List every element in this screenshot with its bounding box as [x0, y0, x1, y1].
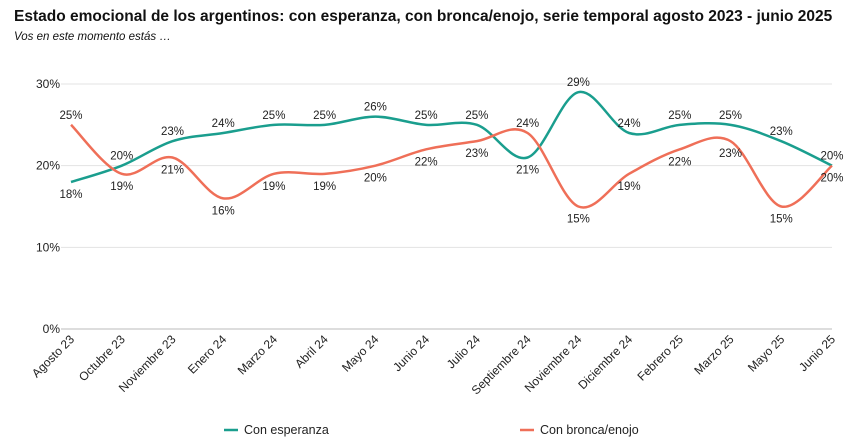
data-label: 19%: [262, 181, 285, 193]
x-tick-label: Julio 24: [444, 332, 483, 371]
x-tick-label: Octubre 23: [76, 332, 128, 384]
x-tick-label: Marzo 24: [235, 332, 281, 378]
y-tick-label: 10%: [36, 240, 60, 254]
data-label: 23%: [465, 148, 488, 160]
data-label: 20%: [364, 173, 387, 185]
y-tick-label: 0%: [43, 322, 61, 336]
x-tick-label: Mayo 24: [339, 332, 382, 375]
data-label: 21%: [161, 165, 184, 177]
y-tick-label: 30%: [36, 77, 60, 91]
y-tick-label: 20%: [36, 159, 60, 173]
data-label: 25%: [719, 110, 742, 122]
x-tick-label: Agosto 23: [29, 332, 77, 380]
data-label: 15%: [567, 214, 590, 226]
data-label: 22%: [415, 156, 438, 168]
x-tick-label: Marzo 25: [691, 332, 737, 378]
data-label: 19%: [313, 181, 336, 193]
series-line-0: [70, 90, 833, 184]
data-label: 19%: [110, 181, 133, 193]
data-label: 15%: [770, 214, 793, 226]
chart-title: Estado emocional de los argentinos: con …: [14, 8, 833, 25]
legend-label: Con bronca/enojo: [540, 423, 639, 437]
data-label: 25%: [465, 110, 488, 122]
data-label: 26%: [364, 102, 387, 114]
data-label: 20%: [820, 173, 843, 185]
x-tick-label: Mayo 25: [745, 332, 788, 375]
data-label: 21%: [516, 165, 539, 177]
data-label: 16%: [212, 205, 235, 217]
chart-subtitle: Vos en este momento estás …: [14, 31, 171, 43]
data-label: 23%: [770, 126, 793, 138]
data-label: 23%: [161, 126, 184, 138]
data-label: 22%: [668, 156, 691, 168]
data-label: 20%: [820, 151, 843, 163]
series-line-1: [70, 123, 833, 209]
data-label: 25%: [313, 110, 336, 122]
data-label: 25%: [415, 110, 438, 122]
data-label: 24%: [516, 118, 539, 130]
data-label: 23%: [719, 148, 742, 160]
data-label: 25%: [668, 110, 691, 122]
data-label: 19%: [618, 181, 641, 193]
data-label: 24%: [212, 118, 235, 130]
data-label: 25%: [262, 110, 285, 122]
x-tick-label: Junio 25: [796, 332, 838, 374]
data-label: 20%: [110, 151, 133, 163]
x-tick-label: Enero 24: [185, 332, 230, 377]
x-tick-label: Diciembre 24: [575, 332, 635, 392]
x-tick-label: Junio 24: [390, 332, 432, 374]
data-label: 29%: [567, 77, 590, 89]
x-tick-label: Febrero 25: [635, 332, 687, 384]
data-label: 18%: [59, 189, 82, 201]
data-label: 25%: [59, 110, 82, 122]
legend-label: Con esperanza: [244, 423, 329, 437]
x-tick-label: Abril 24: [292, 332, 331, 371]
data-label: 24%: [618, 118, 641, 130]
